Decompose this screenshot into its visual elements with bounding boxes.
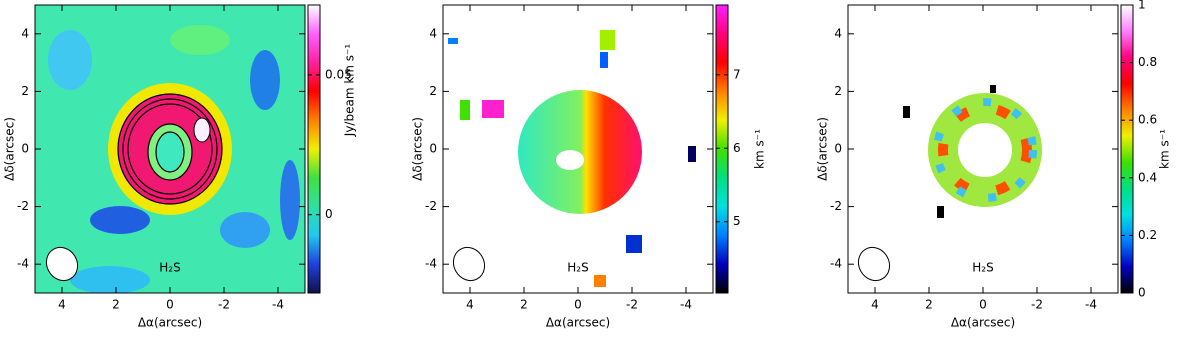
colorbar-label: Jy/beam km s⁻¹ — [343, 44, 357, 138]
colorbar-tick-label: 0.6 — [1138, 113, 1157, 127]
x-tick-label: -2 — [218, 298, 230, 312]
y-axis-label: Δδ(arcsec) — [816, 117, 830, 181]
plot-frame — [847, 4, 1119, 294]
y-tick-label: -4 — [17, 257, 29, 271]
annotation: H₂S — [972, 261, 993, 275]
colorbar-tick-label: 0.4 — [1138, 170, 1157, 184]
x-tick-label: 2 — [112, 298, 120, 312]
x-tick-label: -2 — [1031, 298, 1043, 312]
y-tick-label: -2 — [17, 199, 29, 213]
x-tick-label: 0 — [979, 298, 987, 312]
colorbar-tick-label: 7 — [733, 67, 741, 81]
map-image — [448, 30, 696, 287]
x-tick-label: -4 — [680, 298, 692, 312]
y-tick-label: 4 — [429, 26, 437, 40]
colorbar-label: km s⁻¹ — [1158, 129, 1172, 169]
x-axis-label: Δα(arcsec) — [138, 316, 202, 330]
y-tick-label: 0 — [429, 142, 437, 156]
x-axis-label: Δα(arcsec) — [951, 316, 1015, 330]
y-axis-label: Δδ(arcsec) — [3, 117, 17, 181]
annotation: H₂S — [567, 261, 588, 275]
x-axis-label: Δα(arcsec) — [546, 316, 610, 330]
x-tick-label: -4 — [272, 298, 284, 312]
colorbar — [307, 4, 321, 294]
y-tick-label: 2 — [21, 84, 29, 98]
y-tick-label: -2 — [830, 199, 842, 213]
colorbar-tick-label: 5 — [733, 214, 741, 228]
y-axis-label: Δδ(arcsec) — [411, 117, 425, 181]
map-image — [857, 85, 1042, 282]
y-tick-label: 0 — [21, 142, 29, 156]
x-tick-label: -2 — [626, 298, 638, 312]
x-tick-label: -4 — [1085, 298, 1097, 312]
y-tick-label: 0 — [834, 142, 842, 156]
colorbar — [1120, 4, 1134, 294]
colorbar-tick-label: 0.2 — [1138, 228, 1157, 242]
y-tick-label: -4 — [830, 257, 842, 271]
y-tick-label: -2 — [425, 199, 437, 213]
colorbar-tick-label: 0.8 — [1138, 55, 1157, 69]
colorbar-tick-label: 0 — [1138, 286, 1146, 300]
y-tick-label: 4 — [834, 26, 842, 40]
x-tick-label: 4 — [58, 298, 66, 312]
y-tick-label: -4 — [425, 257, 437, 271]
annotation: H₂S — [159, 261, 180, 275]
colorbar-label: km s⁻¹ — [753, 129, 767, 169]
y-tick-label: 2 — [834, 84, 842, 98]
colorbar-tick-label: 0.05 — [325, 67, 352, 81]
x-tick-label: 4 — [466, 298, 474, 312]
colorbar-tick-label: 1 — [1138, 0, 1146, 12]
colorbar-tick-label: 6 — [733, 141, 741, 155]
map-image — [35, 5, 305, 293]
x-tick-label: 0 — [166, 298, 174, 312]
y-tick-label: 4 — [21, 26, 29, 40]
x-tick-label: 0 — [574, 298, 582, 312]
colorbar-tick-label: 0 — [325, 207, 333, 221]
x-tick-label: 4 — [871, 298, 879, 312]
colorbar — [715, 4, 729, 294]
y-tick-label: 2 — [429, 84, 437, 98]
x-tick-label: 2 — [925, 298, 933, 312]
x-tick-label: 2 — [520, 298, 528, 312]
